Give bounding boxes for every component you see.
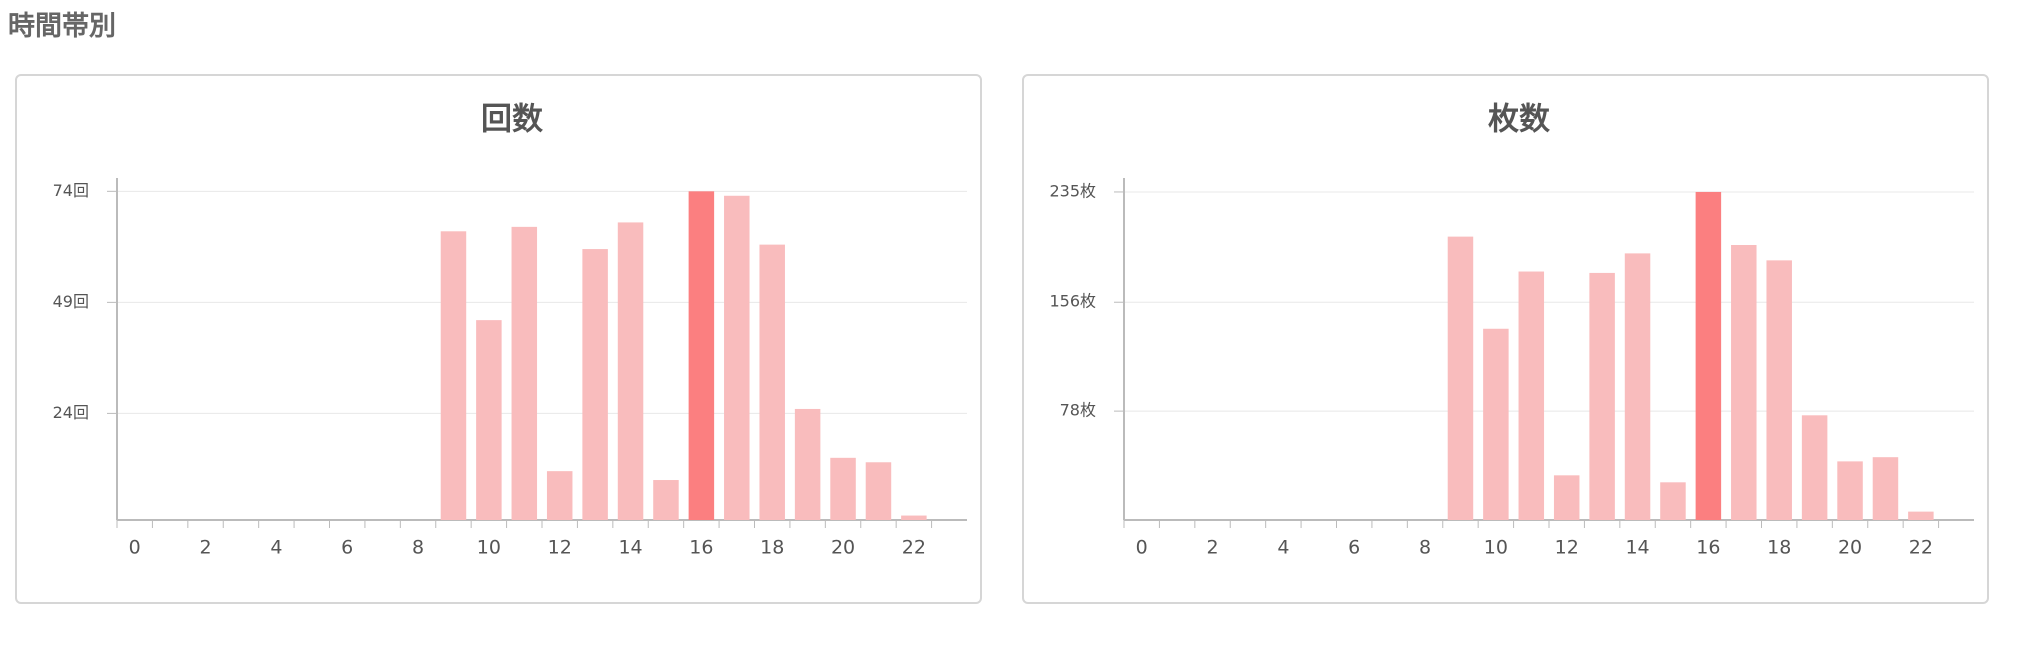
chart-title: 枚数 [1488,102,1550,138]
x-tick-label: 6 [341,537,353,559]
x-tick-label: 20 [1838,537,1862,559]
x-tick-label: 2 [199,537,211,559]
y-tick-label: 74回 [53,181,89,200]
bar [511,226,538,520]
bar [1801,415,1828,520]
x-tick-label: 18 [760,537,784,559]
bar [1483,328,1509,520]
bar [724,195,750,520]
bar [901,515,927,520]
y-tick-label: 235枚 [1049,181,1096,200]
x-tick-label: 16 [1696,537,1720,559]
bar [1624,253,1651,521]
bar [1872,457,1899,520]
chart: 回数 24回 49回 74回 0 2 4 6 8 10 12 14 16 18 20 22 [53,102,967,559]
bar [794,408,821,520]
bar [617,222,644,520]
x-tick-label: 12 [548,537,572,559]
x-tick-label: 18 [1767,537,1791,559]
x-tick-label: 0 [129,537,141,559]
x-tick-label: 14 [618,537,642,559]
bar [582,249,608,520]
bar [1553,475,1580,520]
bar [1660,482,1686,520]
bar [1766,260,1792,520]
x-tick-label: 20 [831,537,855,559]
chart: 枚数 78枚 156枚 235枚 0 2 4 6 8 10 12 14 16 18 20 22 [1049,102,1974,559]
x-tick-label: 8 [412,537,424,559]
x-tick-label: 4 [1277,537,1289,559]
y-tick-label: 156枚 [1049,292,1096,311]
x-tick-label: 6 [1348,537,1360,559]
x-tick-label: 22 [1909,537,1933,559]
bar [688,191,715,520]
chart-title: 回数 [481,102,543,138]
y-tick-label: 49回 [53,292,89,311]
x-tick-label: 14 [1625,537,1649,559]
page-heading: 時間帯別 [8,11,116,42]
bar [1908,511,1934,520]
x-tick-label: 8 [1419,537,1431,559]
x-tick-label: 0 [1136,537,1148,559]
y-tick-label: 24回 [53,403,89,422]
x-tick-label: 16 [689,537,713,559]
bar [476,320,502,520]
bar [1837,461,1863,520]
bar [653,480,679,520]
x-tick-label: 10 [1484,537,1508,559]
bar [1695,191,1722,521]
bar [759,244,785,520]
bar [865,462,892,520]
bar [546,471,573,520]
x-tick-label: 12 [1555,537,1579,559]
y-tick-label: 78枚 [1060,401,1096,420]
x-tick-label: 2 [1206,537,1218,559]
bar [1518,271,1545,520]
chart-panel: 回数 24回 49回 74回 0 2 4 6 8 10 12 14 16 18 20 22 [15,74,982,604]
bar [1589,272,1615,520]
bar [440,231,467,520]
bar [830,457,856,520]
bar [1731,245,1757,520]
chart-panel: 枚数 78枚 156枚 235枚 0 2 4 6 8 10 12 14 16 18 20 22 [1022,74,1989,604]
x-tick-label: 22 [902,537,926,559]
x-tick-label: 10 [477,537,501,559]
bar [1447,236,1474,520]
x-tick-label: 4 [270,537,282,559]
